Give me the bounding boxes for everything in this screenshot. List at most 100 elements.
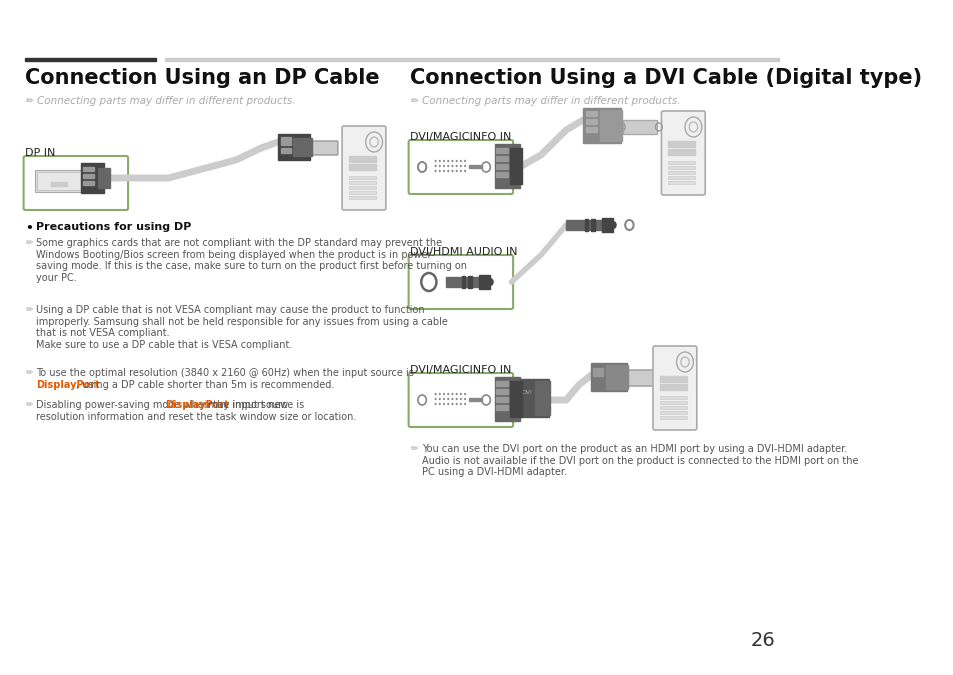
Circle shape xyxy=(451,403,453,405)
Circle shape xyxy=(459,160,461,162)
Circle shape xyxy=(459,398,461,400)
Bar xyxy=(165,58,778,61)
Text: Connection Using an DP Cable: Connection Using an DP Cable xyxy=(25,68,379,88)
Circle shape xyxy=(438,403,440,405)
Text: DisplayPort: DisplayPort xyxy=(165,400,229,410)
Bar xyxy=(349,196,375,199)
Bar xyxy=(496,156,508,161)
Text: ✏: ✏ xyxy=(25,96,33,106)
Bar xyxy=(584,219,587,231)
Circle shape xyxy=(438,170,440,172)
Circle shape xyxy=(463,170,466,172)
Text: ✏: ✏ xyxy=(25,305,32,314)
Bar xyxy=(496,172,508,177)
Bar xyxy=(601,218,613,232)
Circle shape xyxy=(435,160,436,162)
FancyBboxPatch shape xyxy=(342,126,385,210)
Circle shape xyxy=(459,393,461,395)
Bar xyxy=(461,276,465,288)
FancyBboxPatch shape xyxy=(660,111,704,195)
Bar xyxy=(509,148,521,184)
Text: DVI/MAGICINFO IN: DVI/MAGICINFO IN xyxy=(410,365,511,375)
Bar xyxy=(496,389,508,394)
Bar xyxy=(25,58,155,61)
Bar xyxy=(478,275,490,289)
Bar xyxy=(494,144,519,188)
Circle shape xyxy=(463,165,466,167)
Circle shape xyxy=(456,403,457,405)
Circle shape xyxy=(435,403,436,405)
Bar xyxy=(623,120,657,134)
Circle shape xyxy=(459,170,461,172)
Circle shape xyxy=(447,170,449,172)
Bar xyxy=(519,379,549,417)
Bar xyxy=(494,377,519,421)
Circle shape xyxy=(447,160,449,162)
Circle shape xyxy=(451,165,453,167)
Bar xyxy=(81,163,105,193)
Bar xyxy=(509,381,521,417)
Circle shape xyxy=(459,403,461,405)
Bar xyxy=(83,181,94,185)
Circle shape xyxy=(447,398,449,400)
Circle shape xyxy=(447,165,449,167)
Bar xyxy=(585,127,597,132)
Text: resolution information and reset the task window size or location.: resolution information and reset the tas… xyxy=(36,412,356,422)
Bar xyxy=(667,176,695,179)
Bar xyxy=(659,411,686,414)
Bar xyxy=(659,384,686,390)
Text: To use the optimal resolution (3840 x 2160 @ 60Hz) when the input source is: To use the optimal resolution (3840 x 21… xyxy=(36,368,414,378)
Text: Using a DP cable that is not VESA compliant may cause the product to function
im: Using a DP cable that is not VESA compli… xyxy=(36,305,448,350)
FancyBboxPatch shape xyxy=(626,370,653,386)
Text: Connecting parts may differ in different products.: Connecting parts may differ in different… xyxy=(37,96,295,106)
Bar xyxy=(667,141,695,147)
Circle shape xyxy=(456,170,457,172)
Circle shape xyxy=(442,398,444,400)
Circle shape xyxy=(438,165,440,167)
Bar xyxy=(599,110,621,141)
Circle shape xyxy=(442,160,444,162)
FancyBboxPatch shape xyxy=(24,156,128,210)
Bar xyxy=(659,406,686,409)
Bar xyxy=(659,401,686,404)
Bar xyxy=(496,164,508,169)
Circle shape xyxy=(486,278,494,286)
Circle shape xyxy=(456,160,457,162)
Text: DVI/HDMI AUDIO IN: DVI/HDMI AUDIO IN xyxy=(410,247,517,257)
Circle shape xyxy=(438,393,440,395)
Circle shape xyxy=(451,393,453,395)
Circle shape xyxy=(451,160,453,162)
Text: Disabling power-saving mode when the input source is: Disabling power-saving mode when the inp… xyxy=(36,400,304,410)
Circle shape xyxy=(451,170,453,172)
Text: Connecting parts may differ in different products.: Connecting parts may differ in different… xyxy=(421,96,679,106)
Circle shape xyxy=(463,403,466,405)
FancyBboxPatch shape xyxy=(408,255,513,309)
Bar xyxy=(496,397,508,402)
Circle shape xyxy=(463,398,466,400)
Bar xyxy=(582,108,620,143)
Circle shape xyxy=(456,398,457,400)
Text: DVI/MAGICINFO IN: DVI/MAGICINFO IN xyxy=(410,132,511,142)
Circle shape xyxy=(435,393,436,395)
Bar xyxy=(468,276,472,288)
FancyBboxPatch shape xyxy=(408,140,513,194)
Circle shape xyxy=(463,393,466,395)
Bar xyxy=(667,181,695,184)
Bar xyxy=(445,277,483,287)
Bar xyxy=(667,149,695,155)
Circle shape xyxy=(435,398,436,400)
Bar xyxy=(591,363,626,391)
Bar xyxy=(535,381,550,415)
Bar xyxy=(585,111,597,116)
Text: Precautions for using DP: Precautions for using DP xyxy=(36,222,192,232)
Bar xyxy=(349,191,375,194)
Bar xyxy=(591,219,595,231)
Circle shape xyxy=(609,221,616,229)
Bar xyxy=(659,416,686,419)
Text: DisplayPort: DisplayPort xyxy=(36,380,100,390)
Circle shape xyxy=(456,165,457,167)
Bar xyxy=(35,170,82,192)
Text: ✏: ✏ xyxy=(25,238,32,247)
Text: Connection Using a DVI Cable (Digital type): Connection Using a DVI Cable (Digital ty… xyxy=(410,68,922,88)
Text: 26: 26 xyxy=(750,631,775,650)
